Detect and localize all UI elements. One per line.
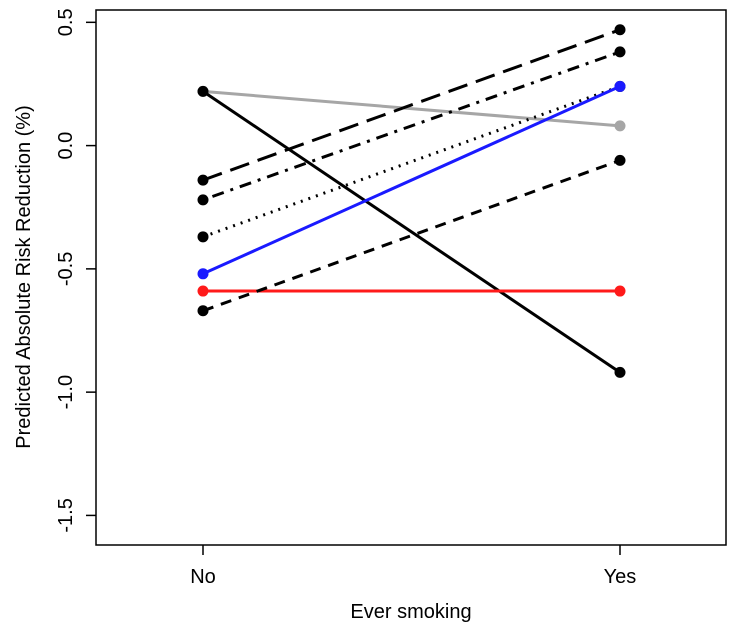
y-tick-label: -0.5: [55, 252, 77, 286]
series-line: [202, 85, 621, 239]
data-point: [197, 231, 209, 243]
x-axis-title: Ever smoking: [350, 601, 471, 623]
series-layer: [197, 24, 626, 378]
series-2: [197, 85, 626, 378]
series-line: [202, 50, 621, 202]
data-point: [614, 285, 626, 297]
y-axis: -1.5 -1.0 -0.5 0.0 0.5: [55, 8, 96, 533]
data-point: [614, 120, 626, 132]
y-tick-label: 0.0: [55, 132, 77, 160]
data-point: [197, 194, 209, 206]
data-point: [614, 366, 626, 378]
x-axis: No Yes: [190, 545, 636, 588]
plot-frame: [95, 9, 727, 546]
data-point: [197, 174, 209, 186]
y-axis-title: Predicted Absolute Risk Reduction (%): [13, 105, 35, 449]
data-point: [614, 154, 626, 166]
series-line: [202, 158, 621, 313]
series-6: [197, 80, 626, 280]
data-point: [197, 268, 209, 280]
series-7: [197, 285, 626, 297]
series-line: [202, 85, 621, 276]
data-point: [197, 85, 209, 97]
y-tick-label: -1.0: [55, 375, 77, 409]
series-4: [197, 46, 626, 206]
series-line: [202, 28, 621, 182]
data-point: [614, 80, 626, 92]
series-3: [197, 24, 626, 186]
data-point: [614, 24, 626, 36]
series-line: [202, 89, 621, 128]
data-point: [197, 305, 209, 317]
x-tick-label-yes: Yes: [604, 566, 637, 588]
x-tick-label-no: No: [190, 566, 216, 588]
y-tick-label: -1.5: [55, 498, 77, 532]
series-8: [197, 154, 626, 317]
series-line: [202, 90, 621, 374]
data-point: [197, 285, 209, 297]
y-tick-label: 0.5: [55, 8, 77, 36]
data-point: [614, 46, 626, 58]
